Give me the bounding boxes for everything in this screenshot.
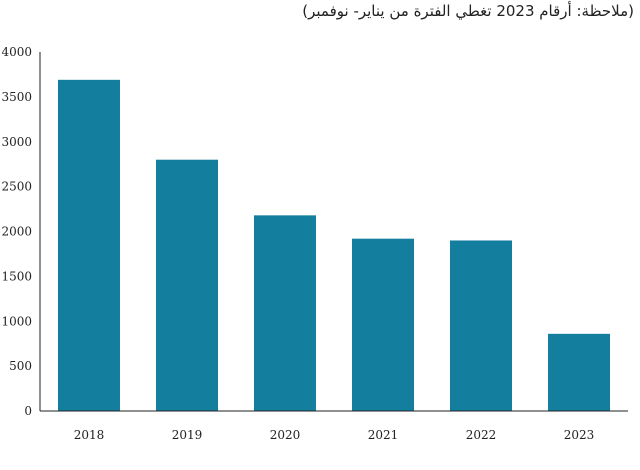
bar-2021 [352, 238, 414, 411]
bars [58, 79, 610, 411]
x-tick-label: 2019 [172, 428, 203, 442]
chart-note: (ملاحظة: أرقام 2023 تغطي الفترة من يناير… [302, 2, 634, 20]
x-tick-label: 2018 [74, 428, 105, 442]
y-tick-label: 3000 [1, 135, 32, 149]
y-axis: 0 500 1000 1500 2000 2500 3000 3500 4000 [1, 45, 41, 418]
y-tick-label: 500 [9, 359, 32, 373]
y-tick-label: 1000 [1, 314, 32, 328]
x-axis: 2018 2019 2020 2021 2022 2023 [40, 410, 628, 442]
y-tick-label: 2500 [1, 180, 32, 194]
y-tick-label: 0 [24, 404, 32, 418]
bar-2020 [254, 215, 316, 411]
y-tick-label: 2000 [1, 225, 32, 239]
bar-2022 [450, 240, 512, 411]
y-tick-label: 4000 [1, 45, 32, 59]
x-tick-label: 2020 [270, 428, 301, 442]
bar-2023 [548, 333, 610, 411]
y-tick-label: 1500 [1, 269, 32, 283]
bar-2018 [58, 79, 120, 411]
x-tick-label: 2023 [564, 428, 595, 442]
x-tick-label: 2021 [368, 428, 399, 442]
x-tick-label: 2022 [466, 428, 497, 442]
y-tick-label: 3500 [1, 90, 32, 104]
bar-2019 [156, 159, 218, 411]
